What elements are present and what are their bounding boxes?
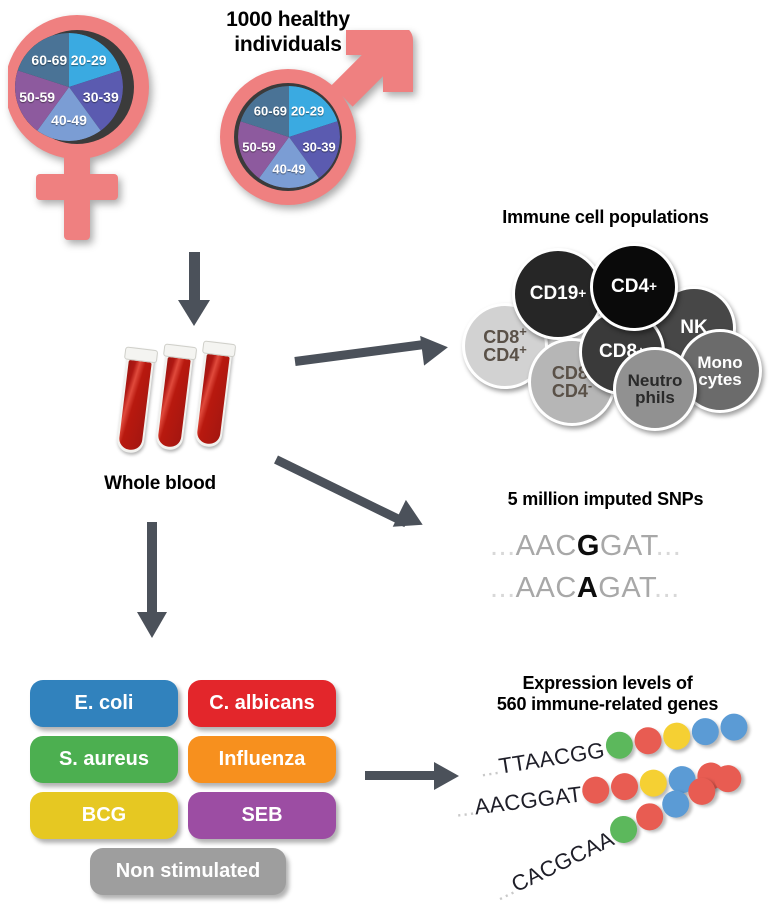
snp-section-title: 5 million imputed SNPs <box>507 489 704 509</box>
snp-prefix-0: ... <box>490 530 516 562</box>
age-slice-50-59 <box>238 121 289 179</box>
age-slice-label-20-29: 20-29 <box>70 51 107 68</box>
strand-seq-0: TTAACGG <box>497 737 607 779</box>
cell-cd8neg-cd4neg-line2: CD4 <box>551 381 588 401</box>
age-slice-label-20-29: 20-29 <box>290 103 325 119</box>
age-slice-20-29 <box>69 33 121 87</box>
cell-cd8pos-cd4pos-line1: CD8 <box>483 326 520 347</box>
stim-box-e-coli[interactable]: E. coli <box>30 680 178 727</box>
cell-cd8pos-cd4pos-sup1: + <box>519 323 527 339</box>
age-slice-30-39 <box>69 70 123 131</box>
expression-title-line2: 560 immune-related genes <box>496 694 719 715</box>
expression-section-title: Expression levels of 560 immune-related … <box>452 673 763 715</box>
stim-label-non-stimulated: Non stimulated <box>115 860 261 882</box>
blood-tubes <box>115 340 260 460</box>
expression-bead <box>638 768 669 799</box>
expression-bead <box>661 720 693 752</box>
cohort-title-line2: individuals <box>234 32 342 56</box>
strand-seq-1: AACGGAT <box>473 781 584 820</box>
expression-bead <box>718 711 750 743</box>
cell-neutrophils-line1: Neutro <box>627 370 683 390</box>
page-title: 1000 healthy individuals <box>176 8 400 58</box>
cohort-title-line1: 1000 healthy <box>226 8 350 31</box>
stim-label-bcg: BCG <box>81 804 127 826</box>
expression-strands: ...TTAACGG ...AACGGAT ...CACGCAA <box>454 711 771 915</box>
cell-cd8pos-cd4pos-line2: CD4 <box>483 345 520 365</box>
snp-sequence-row: ...AACGGAT... <box>490 530 681 563</box>
age-slice-20-29 <box>289 86 338 137</box>
stim-box-seb[interactable]: SEB <box>188 792 336 839</box>
blood-tube <box>115 346 159 455</box>
snp-prefix-1: ... <box>490 572 516 604</box>
cell-cd8neg-cd4neg-sup2: - <box>587 378 593 393</box>
cell-monocytes-line2: cytes <box>698 370 742 389</box>
expression-title-line1: Expression levels of <box>522 673 693 693</box>
stim-label-s-aureus: S. aureus <box>58 748 150 770</box>
age-pie-svg <box>238 86 340 188</box>
age-slice-label-50-59: 50-59 <box>242 139 276 155</box>
age-slice-label-40-49: 40-49 <box>51 112 87 129</box>
immune-cell-cluster: CD8+ CD4+ CD19+ CD4+ CD8+ NK CD8- CD4- N… <box>462 243 762 433</box>
age-slice-40-49 <box>259 137 319 188</box>
snp-sequence-row: ...AACAGAT... <box>490 572 680 605</box>
expression-bead <box>580 775 611 806</box>
blood-tube <box>154 343 198 452</box>
stim-box-bcg[interactable]: BCG <box>30 792 178 839</box>
age-slice-label-60-69: 60-69 <box>253 103 288 119</box>
snp-right-1: GAT <box>598 572 655 604</box>
age-slice-label-60-69: 60-69 <box>31 51 68 68</box>
age-slice-label-30-39: 30-39 <box>82 89 119 106</box>
age-slice-60-69 <box>17 33 69 87</box>
expression-bead <box>689 716 721 748</box>
age-slice-30-39 <box>289 121 340 179</box>
female-age-pie: 20-29 30-39 40-49 50-59 60-69 <box>15 33 123 141</box>
stim-label-e-coli: E. coli <box>74 692 134 714</box>
cell-monocytes-line1: Mono <box>697 352 743 372</box>
cell-cd19pos-label: CD19 <box>529 283 579 305</box>
stim-label-influenza: Influenza <box>218 748 306 770</box>
age-slice-label-40-49: 40-49 <box>272 161 306 177</box>
strand-seq-2: CACGCAA <box>507 825 618 898</box>
stim-box-s-aureus[interactable]: S. aureus <box>30 736 178 783</box>
stim-box-c-albicans[interactable]: C. albicans <box>188 680 336 727</box>
snp-right-0: GAT <box>599 530 656 562</box>
stim-box-non-stimulated[interactable]: Non stimulated <box>90 848 286 895</box>
cell-cd8pos-cd4pos-sup2: + <box>519 342 527 357</box>
stim-label-seb: SEB <box>241 804 283 826</box>
snp-variant-1: A <box>576 572 599 604</box>
male-age-pie: 20-29 30-39 40-49 50-59 60-69 <box>238 86 340 188</box>
age-slice-40-49 <box>37 87 101 141</box>
expression-bead <box>603 729 635 761</box>
snp-left-1: AAC <box>515 572 577 604</box>
age-slice-label-50-59: 50-59 <box>19 89 56 106</box>
snp-suffix-0: ... <box>655 530 682 562</box>
age-slice-label-30-39: 30-39 <box>302 139 336 155</box>
cell-cd4pos: CD4 + <box>590 243 678 331</box>
stimulation-panel: E. coli C. albicans S. aureus Influenza … <box>30 680 340 895</box>
snp-sequences: ...AACGGAT... ...AACAGAT... <box>490 530 750 620</box>
whole-blood-label: Whole blood <box>104 473 216 494</box>
snp-variant-0: G <box>576 530 600 562</box>
snp-suffix-1: ... <box>654 572 680 604</box>
stim-label-c-albicans: C. albicans <box>209 692 315 714</box>
cell-cd8neg-cd4neg-line1: CD8 <box>551 362 588 383</box>
snp-left-0: AAC <box>515 530 577 562</box>
age-slice-60-69 <box>240 86 289 137</box>
expression-bead <box>609 771 640 802</box>
expression-bead <box>632 725 664 757</box>
blood-tube <box>193 340 237 449</box>
immune-section-title: Immune cell populations <box>502 207 709 227</box>
cell-neutrophils: Neutro phils <box>613 347 697 431</box>
age-pie-svg <box>15 33 123 141</box>
age-slice-50-59 <box>15 70 69 131</box>
stim-box-influenza[interactable]: Influenza <box>188 736 336 783</box>
cell-neutrophils-line2: phils <box>635 388 675 407</box>
cell-cd4pos-label: CD4 <box>611 276 650 298</box>
